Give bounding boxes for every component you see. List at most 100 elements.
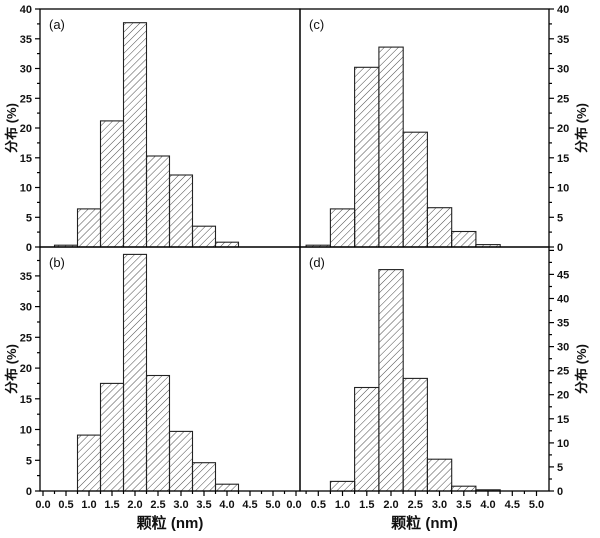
x-tick-label-b-5.0: 5.0 [265, 499, 280, 511]
bar-c-1 [329, 208, 356, 248]
y-tick-label-d-45: 45 [557, 269, 569, 281]
x-tick-label-d-0.0: 0.0 [286, 499, 301, 511]
histogram-panel-a: 0 5 10 15 20 25 30 35 40 分布 (%) (a) [4, 4, 301, 254]
panel-label-a: (a) [49, 17, 65, 32]
bar-b-4 [214, 483, 240, 492]
x-tick-label-d-2.5: 2.5 [408, 499, 423, 511]
x-tick-label-d-4.0: 4.0 [480, 499, 495, 511]
bar-d-3.5 [451, 485, 477, 492]
y-tick-label-d-15: 15 [557, 414, 569, 426]
y-tick-label-c-15: 15 [557, 153, 569, 165]
bar-b-3 [168, 430, 194, 492]
y-tick-label-b-20: 20 [20, 363, 32, 375]
bar-d-3 [426, 458, 453, 492]
x-tick-label-d-5.0: 5.0 [529, 499, 544, 511]
y-tick-label-c-35: 35 [557, 34, 569, 46]
bar-d-1.5 [354, 386, 380, 492]
bar-a-2.5 [145, 155, 171, 248]
x-tick-label-d-2.0: 2.0 [383, 499, 398, 511]
x-tick-label-d-1.5: 1.5 [359, 499, 374, 511]
x-axis-title-d: 颗粒 (nm) [391, 514, 458, 532]
x-tick-label-b-0.0: 0.0 [35, 499, 50, 511]
x-axis-title-b: 颗粒 (nm) [137, 514, 204, 532]
y-tick-label-d-0: 0 [557, 486, 563, 498]
y-tick-label-d-10: 10 [557, 438, 569, 450]
bar-b-2 [122, 253, 148, 492]
y-tick-label-c-20: 20 [557, 123, 569, 135]
y-axis-title-c: 分布 (%) [574, 103, 589, 153]
x-tick-label-b-4.0: 4.0 [219, 499, 234, 511]
y-tick-label-b-15: 15 [20, 394, 32, 406]
y-tick-label-a-10: 10 [20, 183, 32, 195]
y-tick-label-c-25: 25 [557, 93, 569, 105]
x-tick-label-d-3.5: 3.5 [456, 499, 471, 511]
y-axis-title-b: 分布 (%) [4, 344, 19, 394]
x-tick-label-b-0.5: 0.5 [58, 499, 73, 511]
y-tick-label-d-35: 35 [557, 318, 569, 330]
y-tick-label-a-15: 15 [20, 153, 32, 165]
bar-b-1.5 [99, 382, 125, 492]
bar-b-2.5 [145, 374, 171, 492]
x-tick-label-b-3.5: 3.5 [196, 499, 211, 511]
y-tick-label-c-0: 0 [557, 242, 563, 254]
x-tick-label-d-0.5: 0.5 [311, 499, 326, 511]
bar-d-2.5 [402, 377, 428, 492]
bar-a-4 [214, 241, 240, 248]
y-tick-label-c-30: 30 [557, 64, 569, 76]
x-tick-label-b-2.0: 2.0 [127, 499, 142, 511]
y-tick-label-d-30: 30 [557, 342, 569, 354]
x-tick-label-b-2.5: 2.5 [150, 499, 165, 511]
bar-c-1.5 [354, 66, 380, 248]
x-tick-label-d-3.0: 3.0 [432, 499, 447, 511]
histogram-panel-b: 0 5 10 15 20 25 30 35 0.0 0.5 1.0 1.5 2.0 2.5 3.0 3.5 4.… [4, 246, 301, 532]
bar-c-2.5 [402, 131, 428, 248]
panel-label-b: (b) [49, 255, 65, 270]
y-tick-label-b-30: 30 [20, 302, 32, 314]
x-tick-label-d-4.5: 4.5 [505, 499, 520, 511]
y-tick-label-a-25: 25 [20, 93, 32, 105]
bar-d-2 [378, 269, 404, 492]
y-tick-label-d-5: 5 [557, 462, 563, 474]
y-axis-title-d: 分布 (%) [574, 344, 589, 394]
bar-d-1 [329, 480, 356, 492]
bar-c-3 [426, 207, 453, 248]
bar-a-2 [122, 22, 148, 248]
x-tick-label-b-4.5: 4.5 [242, 499, 257, 511]
bar-b-3.5 [191, 462, 217, 492]
y-tick-label-a-0: 0 [26, 242, 32, 254]
y-tick-label-b-25: 25 [20, 332, 32, 344]
bar-c-3.5 [451, 230, 477, 248]
y-tick-label-c-10: 10 [557, 183, 569, 195]
bar-a-1 [76, 208, 102, 248]
x-tick-label-b-1.5: 1.5 [104, 499, 119, 511]
y-tick-label-a-35: 35 [20, 34, 32, 46]
bar-a-3 [168, 174, 194, 248]
x-tick-label-b-1.0: 1.0 [81, 499, 96, 511]
panel-label-c: (c) [309, 17, 324, 32]
y-tick-label-a-5: 5 [26, 212, 32, 224]
y-tick-label-a-30: 30 [20, 64, 32, 76]
y-tick-label-a-20: 20 [20, 123, 32, 135]
bar-b-1 [76, 434, 102, 492]
y-tick-label-a-40: 40 [20, 4, 32, 16]
x-tick-label-b-3.0: 3.0 [173, 499, 188, 511]
y-tick-label-b-10: 10 [20, 425, 32, 437]
y-tick-label-c-40: 40 [557, 4, 569, 16]
y-tick-label-b-0: 0 [26, 486, 32, 498]
y-tick-label-d-25: 25 [557, 366, 569, 378]
panel-label-d: (d) [309, 255, 325, 270]
y-tick-label-b-5: 5 [26, 455, 32, 467]
y-tick-label-d-20: 20 [557, 390, 569, 402]
y-tick-label-d-40: 40 [557, 293, 569, 305]
y-tick-label-c-5: 5 [557, 212, 563, 224]
panel-border-d [299, 246, 550, 492]
bar-c-2 [378, 46, 404, 248]
y-axis-title-a: 分布 (%) [4, 103, 19, 153]
histogram-panel-c: 0 5 10 15 20 25 30 35 40 分布 (%) (c) [299, 4, 589, 254]
bar-a-3.5 [191, 225, 217, 248]
bar-a-1.5 [99, 120, 125, 248]
histogram-panel-d: 0 5 10 15 20 25 30 35 40 45 0.0 0.5 1.0 1.5 2.0 2.5 3.0 3… [286, 246, 589, 532]
y-tick-label-b-35: 35 [20, 271, 32, 283]
